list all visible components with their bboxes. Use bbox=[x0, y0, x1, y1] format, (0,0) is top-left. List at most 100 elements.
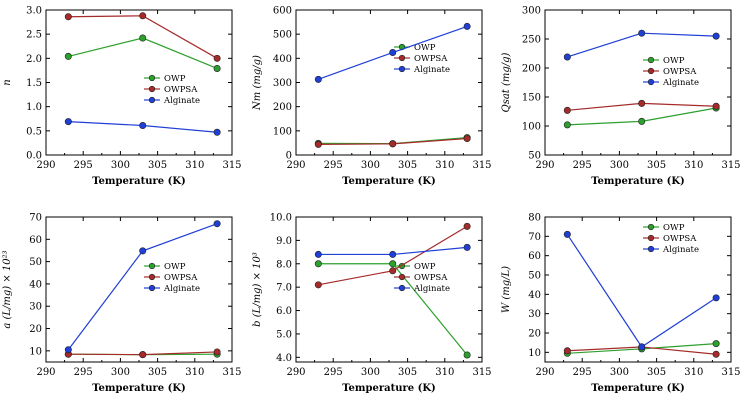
y-tick-label: 150 bbox=[522, 93, 541, 104]
legend-marker bbox=[398, 284, 406, 292]
y-tick-label: 70 bbox=[29, 213, 42, 224]
y-tick-label: 400 bbox=[273, 54, 292, 65]
x-axis-label: Temperature (K) bbox=[92, 176, 186, 187]
y-tick-label: 60 bbox=[528, 251, 541, 262]
legend-marker bbox=[647, 234, 655, 242]
legend-marker bbox=[398, 273, 406, 281]
x-tick-label: 300 bbox=[610, 160, 629, 171]
x-axis-label: Temperature (K) bbox=[342, 176, 436, 187]
plot-frame bbox=[295, 216, 483, 363]
data-point-alginate bbox=[463, 243, 471, 251]
x-tick-label: 300 bbox=[610, 367, 629, 378]
data-point-alginate bbox=[213, 220, 221, 228]
y-axis-label: Qsat (mg/g) bbox=[501, 52, 512, 112]
plot-frame bbox=[295, 9, 483, 156]
data-point-alginate bbox=[712, 294, 720, 302]
data-point-alginate bbox=[213, 128, 221, 136]
plot-frame bbox=[45, 216, 233, 363]
chart-panel-5: 290 295 300 305 310 315 4.0 5.0 6.0 7.0 8.0 9.0 10.0… bbox=[252, 213, 492, 395]
y-tick-label: 10 bbox=[29, 346, 42, 357]
data-point-owpsa bbox=[638, 99, 646, 107]
x-tick-label: 305 bbox=[647, 367, 666, 378]
x-tick-label: 310 bbox=[435, 160, 454, 171]
plot-frame bbox=[45, 9, 233, 156]
x-tick-label: 290 bbox=[535, 160, 554, 171]
legend-label: Alginate bbox=[662, 78, 699, 88]
data-point-alginate bbox=[389, 250, 397, 258]
y-tick-label: 100 bbox=[273, 126, 292, 137]
y-tick-label: 200 bbox=[273, 102, 292, 113]
y-tick-label: 10.0 bbox=[270, 213, 292, 224]
data-point-alginate bbox=[139, 247, 147, 255]
legend-label: OWPSA bbox=[414, 54, 448, 64]
x-axis-label: Temperature (K) bbox=[591, 176, 685, 187]
legend-marker bbox=[148, 262, 156, 270]
y-tick-label: 250 bbox=[522, 35, 541, 46]
y-axis-label: a (L/mg) × 10²³ bbox=[2, 250, 13, 328]
x-tick-label: 290 bbox=[286, 160, 305, 171]
y-tick-label: 3.0 bbox=[26, 6, 42, 17]
x-tick-label: 295 bbox=[573, 160, 592, 171]
x-tick-label: 310 bbox=[185, 160, 204, 171]
legend-label: OWPSA bbox=[164, 273, 198, 283]
x-tick-label: 300 bbox=[111, 367, 130, 378]
data-point-owp bbox=[213, 64, 221, 72]
y-tick-label: 4.0 bbox=[276, 353, 292, 364]
y-tick-label: 0 bbox=[286, 151, 292, 162]
data-point-owp bbox=[139, 34, 147, 42]
data-point-alginate bbox=[314, 75, 322, 83]
legend-marker bbox=[647, 67, 655, 75]
x-tick-label: 300 bbox=[361, 367, 380, 378]
y-tick-label: 300 bbox=[522, 6, 541, 17]
legend-label: OWPSA bbox=[663, 234, 697, 244]
y-tick-label: 30 bbox=[528, 309, 541, 320]
y-tick-label: 10 bbox=[528, 348, 541, 359]
y-tick-label: 500 bbox=[273, 30, 292, 41]
x-tick-label: 295 bbox=[324, 160, 343, 171]
x-tick-label: 290 bbox=[535, 367, 554, 378]
chart-panel-3: 290 295 300 305 310 315 50 100 150 200 250 300 Tempe… bbox=[501, 6, 741, 188]
y-tick-label: 100 bbox=[522, 122, 541, 133]
series-line-alginate bbox=[567, 32, 717, 58]
chart-panel-6: 290 295 300 305 310 315 10 20 30 40 50 60 70 80 Temper… bbox=[501, 213, 741, 395]
y-tick-label: 50 bbox=[528, 151, 541, 162]
chart-panel-2: 290 295 300 305 310 315 0 100 200 300 400 500 600 Tem… bbox=[252, 6, 492, 188]
y-tick-label: 6.0 bbox=[276, 306, 292, 317]
x-tick-label: 295 bbox=[74, 160, 93, 171]
data-point-owpsa bbox=[712, 350, 720, 358]
x-tick-label: 290 bbox=[36, 160, 55, 171]
data-point-owpsa bbox=[64, 13, 72, 21]
y-axis-label: b (L/mg) × 10³ bbox=[252, 252, 263, 327]
chart-panel-1: 290 295 300 305 310 315 0.0 0.5 1.0 1.5 2.0 2.5 3.0 T… bbox=[2, 6, 242, 188]
legend-label: OWP bbox=[663, 223, 685, 233]
data-point-owp bbox=[463, 351, 471, 359]
data-point-alginate bbox=[64, 118, 72, 126]
y-tick-label: 40 bbox=[528, 290, 541, 301]
legend-marker bbox=[148, 273, 156, 281]
legend-label: OWP bbox=[663, 56, 685, 66]
legend-label: OWP bbox=[164, 262, 186, 272]
x-axis-label: Temperature (K) bbox=[591, 383, 685, 394]
legend-label: OWP bbox=[164, 74, 186, 84]
x-tick-label: 305 bbox=[398, 160, 417, 171]
y-tick-label: 5.0 bbox=[276, 329, 292, 340]
data-point-owpsa bbox=[139, 351, 147, 359]
data-point-owpsa bbox=[563, 347, 571, 355]
data-point-owp bbox=[64, 52, 72, 60]
x-tick-label: 315 bbox=[721, 160, 740, 171]
data-point-owp bbox=[314, 260, 322, 268]
data-point-owpsa bbox=[712, 102, 720, 110]
x-tick-label: 310 bbox=[684, 367, 703, 378]
x-tick-label: 295 bbox=[74, 367, 93, 378]
legend-marker bbox=[148, 284, 156, 292]
x-tick-label: 315 bbox=[472, 160, 491, 171]
y-tick-label: 20 bbox=[29, 324, 42, 335]
y-tick-label: 7.0 bbox=[276, 283, 292, 294]
x-tick-label: 295 bbox=[573, 367, 592, 378]
y-tick-label: 50 bbox=[29, 257, 42, 268]
data-point-owpsa bbox=[463, 222, 471, 230]
data-point-alginate bbox=[463, 22, 471, 30]
y-axis-label: W (mg/L) bbox=[501, 266, 512, 313]
legend-label: OWPSA bbox=[414, 273, 448, 283]
data-point-owpsa bbox=[389, 140, 397, 148]
